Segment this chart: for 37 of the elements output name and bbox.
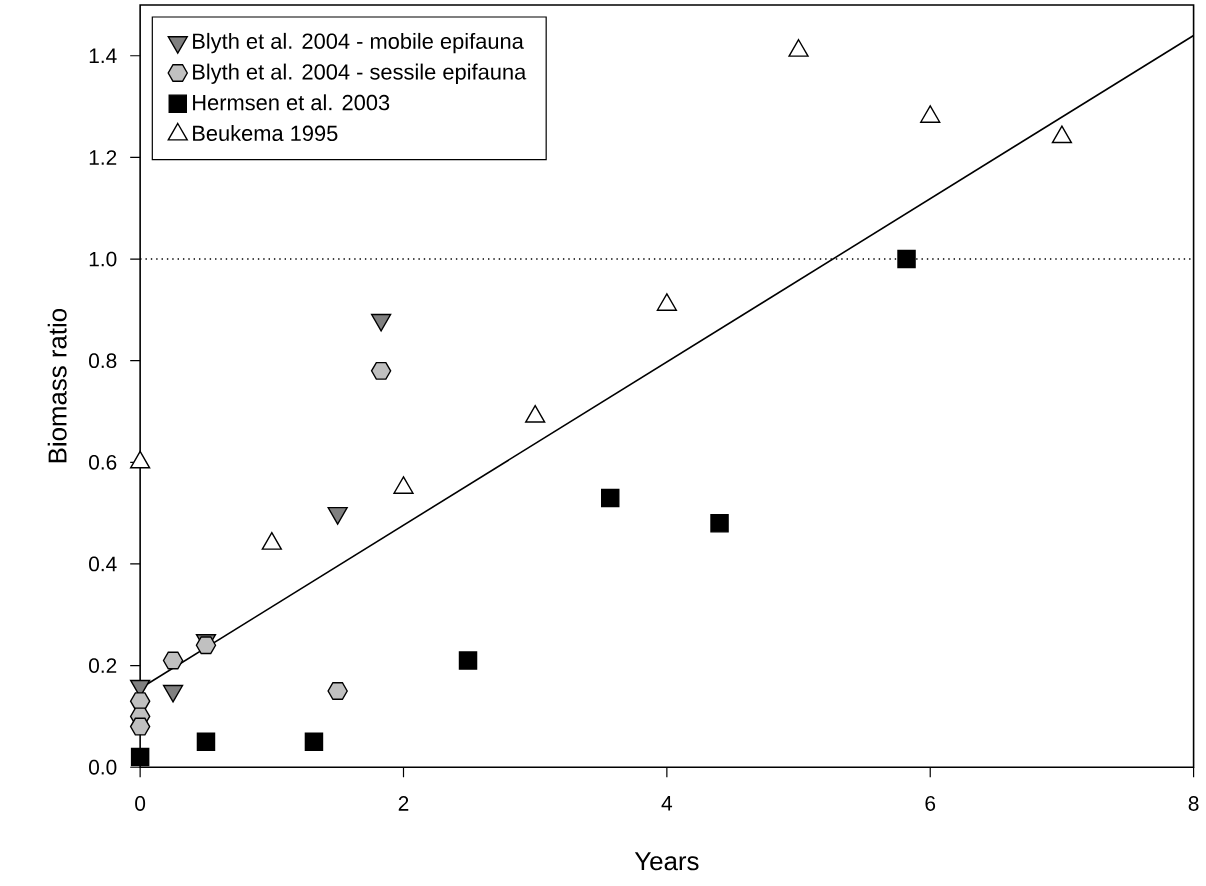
point	[327, 682, 348, 701]
x-tick-label: 4	[661, 796, 673, 811]
point	[656, 293, 678, 312]
legend-label: Hermsen et al. 2003	[193, 94, 390, 111]
y-tick-label: 0.6	[89, 455, 117, 470]
legend-label: Blyth et al. 2004 - sessile epifauna	[193, 63, 527, 85]
y-tick-label: 0.4	[89, 556, 117, 572]
point	[458, 651, 478, 671]
y-tick-label: 0.2	[89, 658, 117, 674]
y-tick-label: 1.4	[89, 48, 117, 64]
x-tick-label: 2	[398, 796, 409, 811]
point	[393, 476, 414, 495]
y-tick-label: 0.0	[89, 760, 117, 775]
point	[129, 717, 151, 736]
x-tick-label: 0	[135, 796, 146, 812]
point	[1051, 125, 1073, 144]
x-axis-title: Years	[634, 852, 699, 871]
point	[196, 732, 216, 752]
legend-label: Blyth et al. 2004 - mobile epifauna	[193, 33, 524, 54]
x-tick-label: 6	[925, 796, 936, 812]
point	[525, 405, 546, 423]
point	[370, 362, 392, 381]
point	[897, 250, 916, 269]
legend-label: Beukema 1995	[193, 125, 338, 142]
point	[162, 651, 184, 670]
point	[788, 39, 809, 58]
y-tick-label: 0.8	[89, 353, 117, 369]
point	[261, 532, 282, 551]
point	[920, 105, 941, 124]
point	[601, 488, 620, 508]
y-tick-label: 1.0	[89, 251, 117, 267]
x-tick-label: 8	[1188, 796, 1199, 812]
point	[130, 748, 150, 767]
y-tick-label: 1.2	[89, 150, 117, 165]
point	[710, 514, 729, 533]
point	[304, 732, 324, 752]
y-axis-title: Biomass ratio	[47, 309, 67, 463]
